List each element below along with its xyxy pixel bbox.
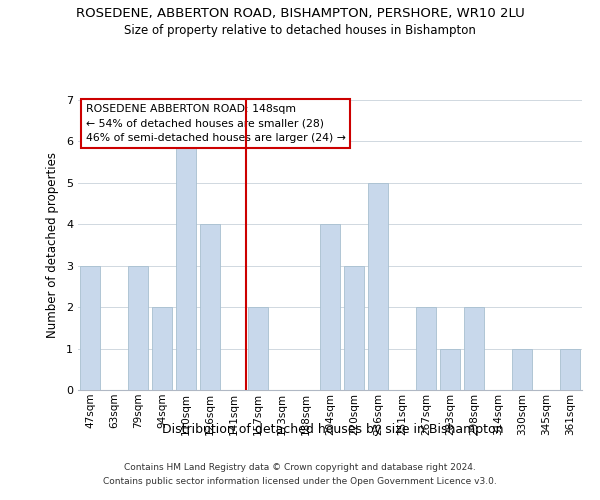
Text: Contains public sector information licensed under the Open Government Licence v3: Contains public sector information licen… [103, 477, 497, 486]
Bar [560, 348, 580, 390]
Text: Size of property relative to detached houses in Bishampton: Size of property relative to detached ho… [124, 24, 476, 37]
Text: Distribution of detached houses by size in Bishampton: Distribution of detached houses by size … [162, 422, 504, 436]
Bar [344, 266, 364, 390]
Text: ROSEDENE ABBERTON ROAD: 148sqm
← 54% of detached houses are smaller (28)
46% of : ROSEDENE ABBERTON ROAD: 148sqm ← 54% of … [86, 104, 346, 143]
Bar [416, 307, 436, 390]
Text: ROSEDENE, ABBERTON ROAD, BISHAMPTON, PERSHORE, WR10 2LU: ROSEDENE, ABBERTON ROAD, BISHAMPTON, PER… [76, 8, 524, 20]
Bar [512, 348, 532, 390]
Text: Contains HM Land Registry data © Crown copyright and database right 2024.: Contains HM Land Registry data © Crown c… [124, 464, 476, 472]
Bar [368, 183, 388, 390]
Bar [128, 266, 148, 390]
Bar [320, 224, 340, 390]
Bar [440, 348, 460, 390]
Bar [248, 307, 268, 390]
Bar [176, 142, 196, 390]
Bar [80, 266, 100, 390]
Bar [464, 307, 484, 390]
Y-axis label: Number of detached properties: Number of detached properties [46, 152, 59, 338]
Bar [152, 307, 172, 390]
Bar [200, 224, 220, 390]
